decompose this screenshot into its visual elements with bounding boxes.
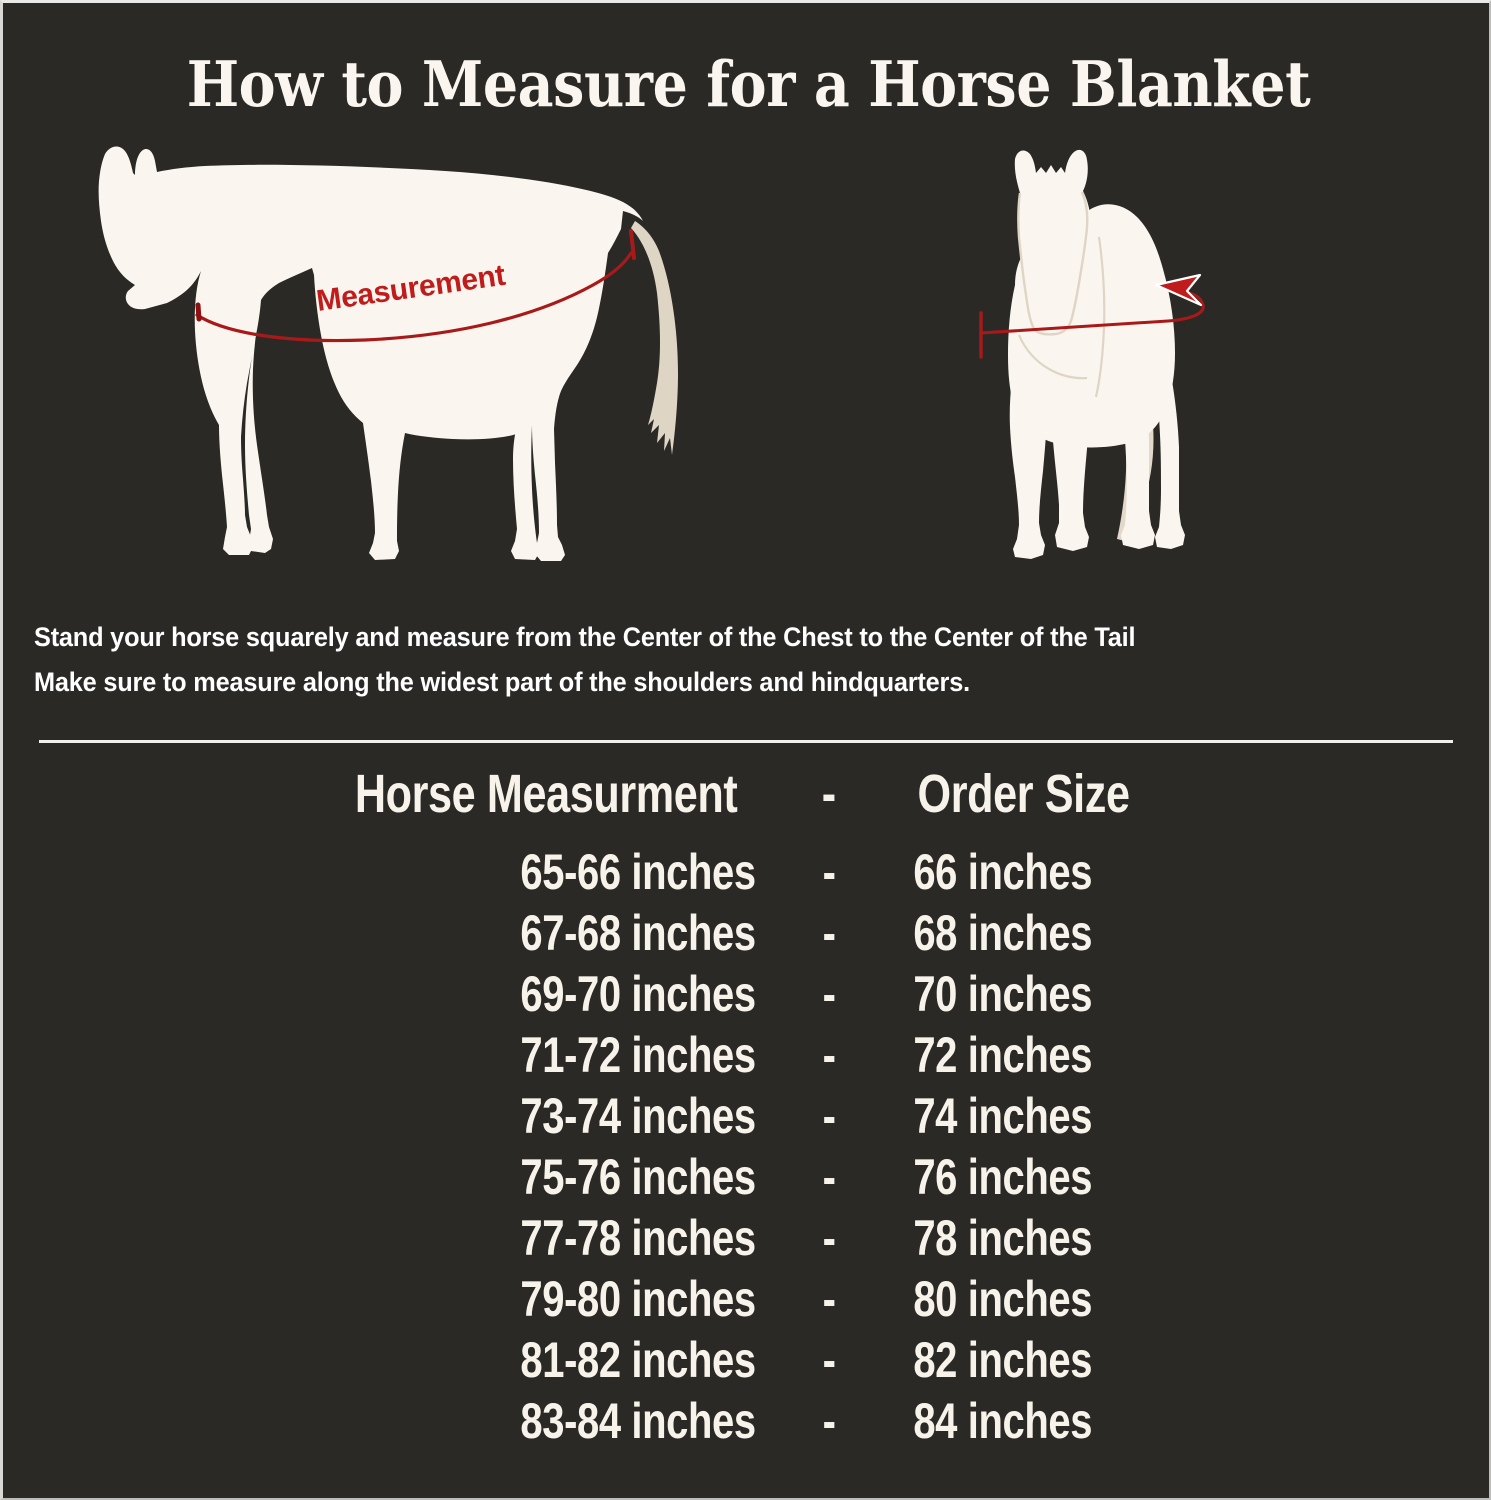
section-divider (39, 740, 1453, 743)
horse-foreleg-far (245, 300, 273, 553)
measurement-line (195, 251, 633, 343)
rear-measurement-arrowhead (1154, 273, 1203, 307)
instructions-line-2: Make sure to measure along the widest pa… (34, 667, 970, 697)
row-separator-cell: - (822, 1027, 836, 1083)
row-separator-cell: - (822, 844, 836, 900)
table-row: 75-76 inches - 76 inches (3, 1148, 1489, 1209)
rear-measurement-arrow-group (979, 273, 1205, 359)
row-separator-cell: - (822, 1149, 836, 1205)
measurement-line-group (195, 229, 636, 343)
table-row: 81-82 inches - 82 inches (3, 1331, 1489, 1392)
row-size-cell: 70 inches (913, 966, 1093, 1022)
table-row: 73-74 inches - 74 inches (3, 1087, 1489, 1148)
row-separator-cell: - (822, 1210, 836, 1266)
row-measurement-cell: 79-80 inches (520, 1271, 756, 1327)
row-size-cell: 66 inches (913, 844, 1093, 900)
row-size-cell: 76 inches (913, 1149, 1093, 1205)
row-measurement-cell: 69-70 inches (520, 966, 756, 1022)
illustration-row: Measurement (3, 133, 1489, 593)
row-size-cell: 68 inches (913, 905, 1093, 961)
table-row: 65-66 inches - 66 inches (3, 843, 1489, 904)
table-row: 79-80 inches - 80 inches (3, 1270, 1489, 1331)
instructions-block: Stand your horse squarely and measure fr… (34, 615, 1400, 705)
row-size-cell: 78 inches (913, 1210, 1093, 1266)
table-header-row: Horse Measurment - Order Size (3, 763, 1489, 843)
table-row: 71-72 inches - 72 inches (3, 1026, 1489, 1087)
row-measurement-cell: 75-76 inches (520, 1149, 756, 1205)
horse-side-body (98, 146, 678, 561)
row-separator-cell: - (822, 905, 836, 961)
horse-tail-shape (631, 221, 678, 455)
row-separator-cell: - (822, 1332, 836, 1388)
table-row: 77-78 inches - 78 inches (3, 1209, 1489, 1270)
row-separator-cell: - (822, 1271, 836, 1327)
horse-rear-quarter-crease (1094, 236, 1106, 398)
horse-hindleg-far (511, 425, 539, 560)
row-measurement-cell: 71-72 inches (520, 1027, 756, 1083)
row-size-cell: 74 inches (913, 1088, 1093, 1144)
rear-measurement-line (980, 291, 1205, 335)
horse-rear-body (1008, 149, 1185, 559)
row-size-cell: 72 inches (913, 1027, 1093, 1083)
instructions-line-1: Stand your horse squarely and measure fr… (34, 622, 1136, 652)
horse-rear-head (1014, 149, 1091, 336)
table-row: 69-70 inches - 70 inches (3, 965, 1489, 1026)
page-title: How to Measure for a Horse Blanket (186, 47, 1311, 121)
row-measurement-cell: 67-68 inches (520, 905, 756, 961)
row-measurement-cell: 77-78 inches (520, 1210, 756, 1266)
horse-side-view-illustration: Measurement (98, 146, 678, 561)
header-measurement-cell: Horse Measurment (354, 764, 738, 824)
row-size-cell: 82 inches (913, 1332, 1093, 1388)
row-measurement-cell: 81-82 inches (520, 1332, 756, 1388)
row-separator-cell: - (822, 1393, 836, 1449)
row-size-cell: 84 inches (913, 1393, 1093, 1449)
horse-rear-head-outline (1017, 191, 1089, 336)
table-row: 83-84 inches - 84 inches (3, 1392, 1489, 1453)
row-separator-cell: - (822, 1088, 836, 1144)
row-size-cell: 80 inches (913, 1271, 1093, 1327)
row-separator-cell: - (822, 966, 836, 1022)
row-measurement-cell: 83-84 inches (520, 1393, 756, 1449)
horse-body-shape (98, 146, 644, 561)
size-chart-table: Horse Measurment - Order Size 65-66 inch… (3, 763, 1489, 1453)
measurement-line-end-tick (629, 229, 636, 260)
horse-rear-view-illustration (979, 149, 1205, 559)
measurement-line-start-tick (195, 302, 202, 322)
header-separator-cell: - (821, 764, 836, 824)
row-measurement-cell: 65-66 inches (520, 844, 756, 900)
header-size-cell: Order Size (917, 764, 1130, 824)
row-measurement-cell: 73-74 inches (520, 1088, 756, 1144)
horse-rear-shoulder-line (1017, 334, 1088, 380)
table-row: 67-68 inches - 68 inches (3, 904, 1489, 965)
